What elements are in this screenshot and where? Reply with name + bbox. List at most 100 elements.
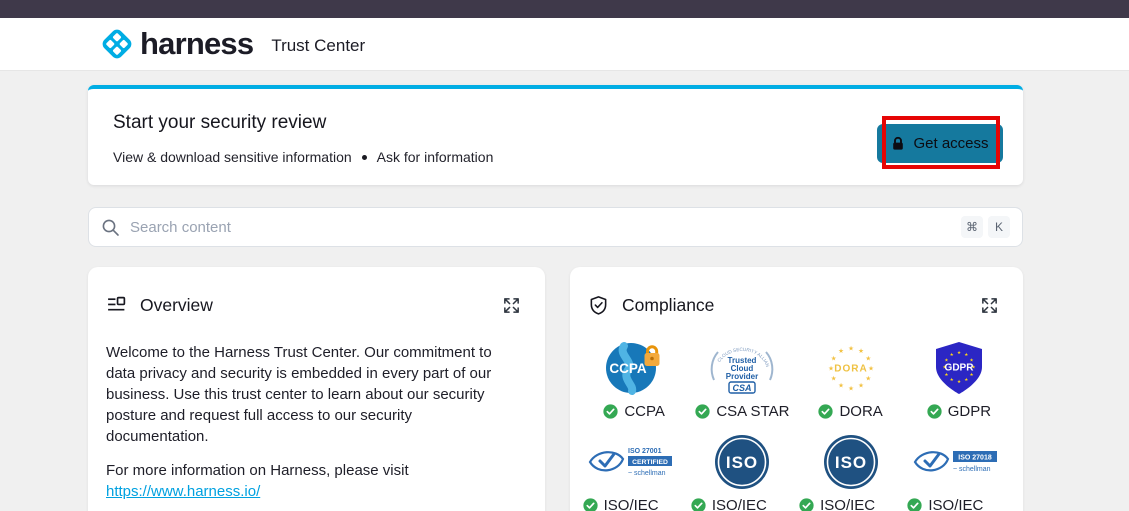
badge-name: GDPR [947,403,992,420]
svg-text:ISO 27001: ISO 27001 [628,448,662,455]
green-check-icon [818,404,834,419]
badge-label: ISO/IEC 27017 [799,496,902,511]
overview-body: Welcome to the Harness Trust Center. Our… [88,316,533,502]
compliance-title: Compliance [622,295,715,315]
compliance-badge: ★ ★ ★ ★ ★ ★ ★ ★ ★ ★ ★ ★ DORA DORA [797,338,905,422]
compliance-badge: ISO ISO/IEC 27001 SoA [688,432,796,511]
svg-text:★: ★ [957,350,961,356]
green-check-icon [927,404,942,419]
svg-text:★: ★ [950,377,954,383]
brand-wordmark: harness [140,26,254,61]
harness-website-link[interactable]: https://www.harness.io/ [106,483,261,500]
svg-text:★: ★ [971,365,975,371]
ccpa-badge-icon: CCPA [605,338,663,398]
svg-text:CSA: CSA [733,383,752,393]
compliance-badge: ★ ★ ★ ★ ★ ★ ★ ★ ★ ★ ★ ★ GDPR GDPR [905,338,1013,422]
list-details-icon [108,296,126,311]
svg-text:★: ★ [942,365,946,371]
site-header: harness Trust Center [0,18,1129,71]
svg-text:★: ★ [858,347,864,355]
badge-label: DORA [818,402,883,422]
svg-text:★: ★ [838,347,844,355]
schellman-badge-icon: ISO 27001 CERTIFIED ~ schellman [588,432,680,492]
svg-text:★: ★ [950,352,954,358]
svg-text:★: ★ [944,372,948,378]
svg-text:GDPR: GDPR [944,363,974,374]
svg-text:~ schellman: ~ schellman [953,466,991,473]
badge-name: CCPA [624,403,665,420]
dora-badge-icon: ★ ★ ★ ★ ★ ★ ★ ★ ★ ★ ★ ★ DORA [821,338,881,398]
badge-name: CSA STAR [716,403,790,420]
badge-label: CCPA [603,402,665,422]
iso-badge-icon: ISO [823,432,879,492]
search-icon [102,219,119,236]
badge-name: DORA [839,403,883,420]
compliance-badge: ISO ISO/IEC 27017 [797,432,905,511]
svg-text:★: ★ [830,354,836,362]
bullet-separator [361,154,367,160]
k-key-hint: K [988,216,1010,238]
expand-icon [504,298,519,313]
overview-more-text: For more information on Harness, please … [106,462,409,479]
compliance-badge-grid: CCPA CCPA CLOUD SECURITY ALLIANCE Truste… [570,316,1023,511]
overview-expand-button[interactable] [502,296,521,315]
svg-text:★: ★ [858,382,864,390]
security-review-item-2: Ask for information [376,149,494,165]
svg-text:★: ★ [865,354,871,362]
compliance-badge: ISO 27018 ~ schellman ISO/IEC 27018 [905,432,1013,511]
svg-text:DORA: DORA [834,364,867,375]
svg-text:★: ★ [865,374,871,382]
svg-text:Provider: Provider [726,372,758,381]
green-check-icon [691,498,706,511]
svg-text:Cloud: Cloud [731,364,754,373]
harness-logo[interactable]: harness [100,26,254,62]
shield-check-icon [590,296,607,315]
green-check-icon [583,498,598,511]
svg-text:CERTIFIED: CERTIFIED [632,459,668,466]
get-access-button[interactable]: Get access [877,124,1003,163]
green-check-icon [799,498,814,511]
svg-text:★: ★ [848,384,854,392]
gdpr-badge-icon: ★ ★ ★ ★ ★ ★ ★ ★ ★ ★ ★ ★ GDPR [932,338,986,398]
svg-text:★: ★ [969,357,973,363]
compliance-badge: CLOUD SECURITY ALLIANCE Trusted Cloud Pr… [688,338,796,422]
overview-title: Overview [140,295,213,315]
csa-badge-icon: CLOUD SECURITY ALLIANCE Trusted Cloud Pr… [698,338,786,398]
green-check-icon [603,404,618,419]
badge-label: ISO/IEC 27001 SoA [691,496,794,511]
expand-icon [982,298,997,313]
iso-badge-icon: ISO [714,432,770,492]
get-access-label: Get access [913,135,989,152]
badge-name: ISO/IEC 27018 [928,497,984,511]
svg-text:★: ★ [848,344,854,352]
security-review-title: Start your security review [113,112,327,133]
page-title: Trust Center [271,35,366,55]
badge-name: ISO/IEC 27001 SoA [711,497,767,511]
svg-text:★: ★ [944,357,948,363]
badge-label: ISO/IEC 27018 [907,496,1010,511]
compliance-card-header: Compliance [570,267,1023,316]
harness-logo-icon [102,29,132,59]
svg-text:ISO 27018: ISO 27018 [958,454,992,461]
search-bar[interactable]: ⌘ K [88,207,1023,247]
overview-card: Overview Welcome to the Harness Trust Ce… [88,267,545,511]
browser-top-bar [0,0,1129,18]
svg-text:★: ★ [957,379,961,385]
badge-name: ISO/IEC 27017 [820,497,876,511]
svg-text:★: ★ [964,377,968,383]
lock-icon [893,136,904,150]
svg-text:~ schellman: ~ schellman [628,470,666,477]
svg-text:ISO: ISO [834,453,866,472]
security-review-subtitle: View & download sensitive information As… [113,149,493,165]
compliance-badge: ISO 27001 CERTIFIED ~ schellman ISO/IEC … [580,432,688,511]
compliance-expand-button[interactable] [980,296,999,315]
svg-text:Trusted: Trusted [728,356,757,365]
svg-text:★: ★ [969,372,973,378]
search-input[interactable] [130,218,956,236]
svg-text:★: ★ [964,352,968,358]
badge-label: CSA STAR [695,402,789,422]
overview-paragraph: Welcome to the Harness Trust Center. Our… [106,344,492,445]
green-check-icon [695,404,710,419]
svg-text:ISO: ISO [726,453,758,472]
cmd-key-hint: ⌘ [961,216,983,238]
